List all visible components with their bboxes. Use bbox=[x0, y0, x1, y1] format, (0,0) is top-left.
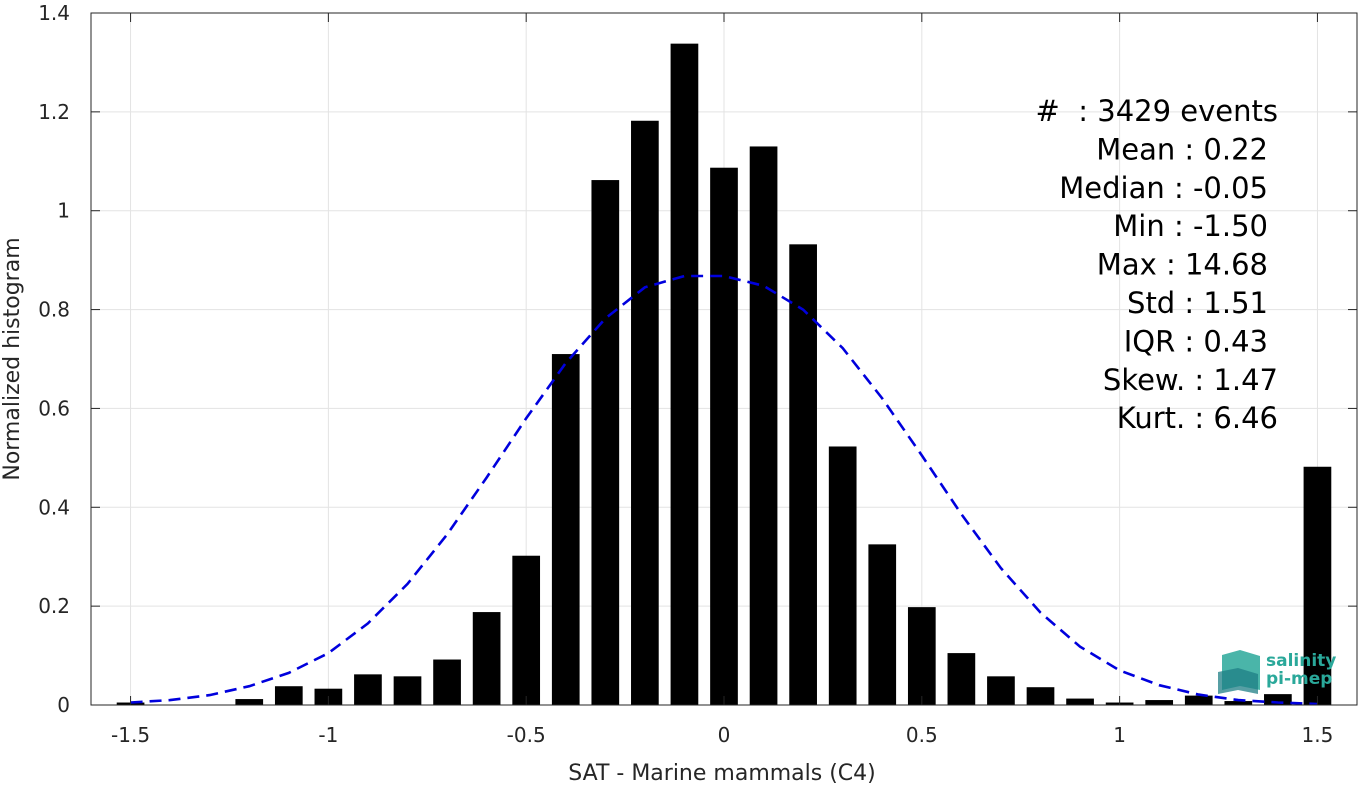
x-axis-label: SAT - Marine mammals (C4) bbox=[568, 761, 876, 785]
stat-line-8: Kurt. : 6.46 bbox=[1117, 401, 1278, 435]
histogram-bar-12 bbox=[591, 180, 620, 705]
stat-value-5: : 1.51 bbox=[1175, 286, 1268, 320]
stat-value-2: : -0.05 bbox=[1165, 171, 1268, 205]
stat-value-3: : -1.50 bbox=[1165, 209, 1268, 243]
histogram-bar-11 bbox=[551, 354, 580, 705]
y-tick-label-0: 0 bbox=[57, 693, 70, 717]
logo-text-line2: pi-mep bbox=[1266, 669, 1332, 689]
stat-line-2: Median : -0.05 bbox=[1059, 171, 1268, 205]
histogram-bar-15 bbox=[710, 167, 738, 705]
stat-value-0: : 3429 events bbox=[1060, 94, 1278, 128]
stat-value-4: : 14.68 bbox=[1157, 248, 1268, 282]
stat-value-1: : 0.22 bbox=[1175, 132, 1268, 166]
histogram-bar-4 bbox=[274, 686, 303, 705]
stat-line-1: Mean : 0.22 bbox=[1096, 132, 1268, 166]
statistics-box: # : 3429 events Mean : 0.22 Median : -0.05… bbox=[1036, 94, 1278, 435]
y-axis-ticks: 0 0.2 0.4 0.6 0.8 1 1.2 1.4 bbox=[38, 1, 1357, 717]
x-tick-label-5: 1 bbox=[1113, 723, 1126, 747]
histogram-bar-29 bbox=[1264, 694, 1292, 705]
stat-line-5: Std : 1.51 bbox=[1127, 286, 1268, 320]
stat-label-1: Mean bbox=[1096, 132, 1175, 166]
y-tick-label-5: 1 bbox=[57, 199, 70, 223]
x-axis-ticks: -1.5 -1 -0.5 0 0.5 1 1.5 bbox=[111, 13, 1333, 747]
histogram-bar-16 bbox=[749, 146, 778, 705]
histogram-bar-27 bbox=[1184, 695, 1213, 705]
stat-label-3: Min bbox=[1113, 209, 1164, 243]
stat-line-3: Min : -1.50 bbox=[1113, 209, 1268, 243]
logo-wave-icon bbox=[1218, 650, 1260, 694]
x-tick-label-0: -1.5 bbox=[111, 723, 150, 747]
y-tick-label-3: 0.6 bbox=[38, 396, 70, 420]
stat-line-7: Skew. : 1.47 bbox=[1103, 363, 1278, 397]
stat-line-6: IQR : 0.43 bbox=[1124, 324, 1268, 358]
histogram-bar-10 bbox=[512, 555, 541, 705]
histogram-bar-17 bbox=[789, 244, 817, 705]
stat-line-0: # : 3429 events bbox=[1036, 94, 1278, 128]
stat-label-8: Kurt. bbox=[1117, 401, 1185, 435]
y-axis-label: Normalized histogram bbox=[0, 237, 25, 480]
histogram-bar-6 bbox=[354, 674, 382, 705]
histogram-bar-9 bbox=[472, 612, 501, 705]
histogram-bar-26 bbox=[1145, 700, 1174, 705]
histogram-bar-13 bbox=[631, 120, 659, 706]
histogram-bar-28 bbox=[1224, 701, 1253, 705]
histogram-bar-22 bbox=[987, 676, 1015, 705]
y-tick-label-2: 0.4 bbox=[38, 495, 70, 519]
x-tick-label-4: 0.5 bbox=[906, 723, 938, 747]
stat-line-4: Max : 14.68 bbox=[1097, 248, 1268, 282]
histogram-bar-30 bbox=[1303, 466, 1332, 705]
histogram-bar-24 bbox=[1066, 698, 1094, 705]
stat-label-4: Max bbox=[1097, 248, 1157, 282]
histogram-bar-8 bbox=[433, 659, 461, 705]
histogram-bar-3 bbox=[235, 699, 264, 705]
stat-label-2: Median bbox=[1059, 171, 1164, 205]
histogram-bar-14 bbox=[670, 43, 699, 706]
histogram-bar-7 bbox=[393, 676, 422, 705]
stat-label-0: # bbox=[1036, 94, 1060, 128]
x-tick-label-2: -0.5 bbox=[507, 723, 546, 747]
stat-label-6: IQR bbox=[1124, 324, 1176, 358]
logo-text-line1: salinity bbox=[1266, 651, 1336, 671]
y-tick-label-6: 1.2 bbox=[38, 100, 70, 124]
histogram-bar-23 bbox=[1026, 687, 1055, 705]
y-tick-label-1: 0.2 bbox=[38, 594, 70, 618]
stat-label-7: Skew. bbox=[1103, 363, 1185, 397]
histogram-bar-18 bbox=[828, 446, 857, 705]
y-tick-label-7: 1.4 bbox=[38, 1, 70, 25]
histogram-bar-20 bbox=[907, 607, 936, 705]
stat-value-8: : 6.46 bbox=[1185, 401, 1278, 435]
stat-label-5: Std bbox=[1127, 286, 1175, 320]
salinity-pimep-logo: salinity pi-mep bbox=[1218, 650, 1336, 694]
x-tick-label-1: -1 bbox=[318, 723, 338, 747]
y-tick-label-4: 0.8 bbox=[38, 298, 70, 322]
stat-value-6: : 0.43 bbox=[1175, 324, 1268, 358]
x-tick-label-3: 0 bbox=[718, 723, 731, 747]
histogram-bars bbox=[116, 43, 1332, 706]
x-tick-label-6: 1.5 bbox=[1302, 723, 1334, 747]
histogram-bar-21 bbox=[947, 653, 976, 705]
histogram-bar-19 bbox=[868, 544, 897, 705]
stat-value-7: : 1.47 bbox=[1185, 363, 1278, 397]
